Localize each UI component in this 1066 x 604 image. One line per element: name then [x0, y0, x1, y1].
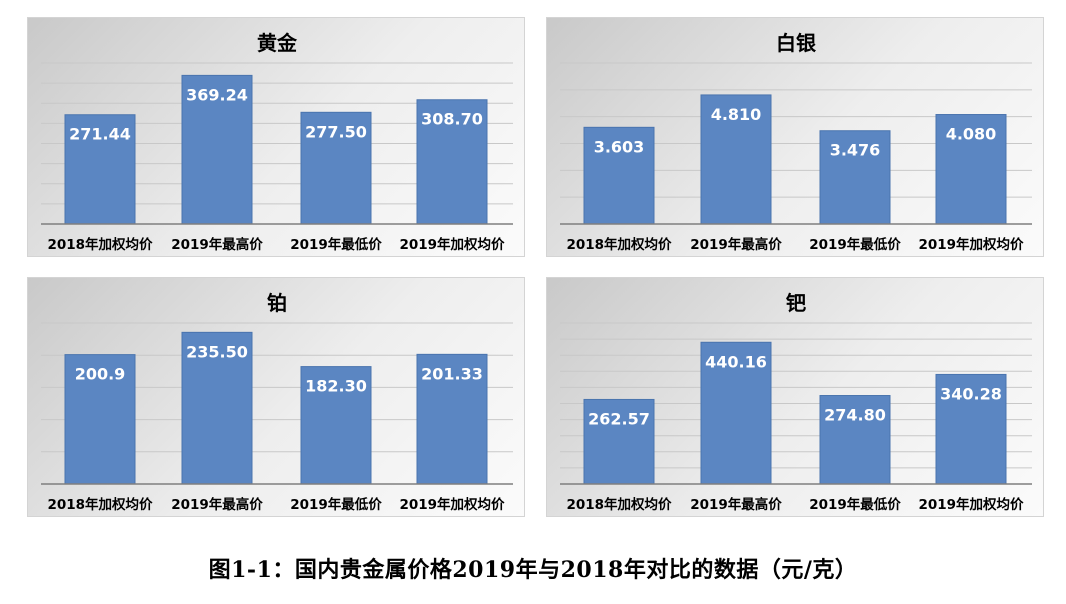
data-label: 200.9: [75, 365, 126, 384]
bar: [181, 74, 253, 225]
data-label: 4.810: [711, 105, 762, 124]
bar: [819, 395, 891, 485]
x-tick-label: 2018年加权均价: [566, 236, 672, 253]
data-label: 3.476: [830, 141, 881, 160]
x-tick-label: 2018年加权均价: [566, 496, 672, 513]
bar: [64, 354, 136, 485]
chart-title: 白银: [776, 31, 817, 55]
chart-panel-silver: 3.603 4.810 3.476 4.080 2018年加权均价 2019年最高价 201…: [546, 17, 1044, 257]
data-label: 201.33: [421, 364, 483, 383]
chart-title: 铂: [267, 291, 287, 315]
data-label: 3.603: [594, 137, 645, 156]
data-label: 271.44: [69, 125, 131, 144]
bar: [300, 111, 372, 225]
x-tick-label: 2019年最低价: [809, 236, 901, 253]
chart-panel-platinum: 200.9 235.50 182.30 201.33 2018年加权均价 2019年最高价…: [27, 277, 525, 517]
bar: [935, 373, 1007, 485]
data-label: 235.50: [186, 342, 248, 361]
chart-svg-platinum: 200.9 235.50 182.30 201.33 2018年加权均价 2019年最高价…: [41, 291, 513, 513]
x-tick-label: 2018年加权均价: [47, 236, 153, 253]
data-label: 369.24: [186, 85, 248, 104]
x-tick-label: 2019年最高价: [171, 236, 263, 253]
data-label: 274.80: [824, 406, 886, 425]
bar: [64, 114, 136, 225]
data-label: 277.50: [305, 122, 367, 141]
data-label: 262.57: [588, 409, 650, 428]
data-label: 4.080: [946, 125, 997, 144]
bar: [700, 94, 772, 225]
bar: [181, 331, 253, 485]
chart-panel-palladium: 262.57 440.16 274.80 340.28 2018年加权均价 2019年最高…: [546, 277, 1044, 517]
bar: [583, 398, 655, 485]
bar: [300, 366, 372, 485]
chart-title: 钯: [786, 291, 806, 315]
chart-svg-gold: 271.44 369.24 277.50 308.70 2018年加权均价 2019年最高…: [41, 31, 513, 253]
bar: [416, 353, 488, 485]
data-label: 308.70: [421, 110, 483, 129]
chart-svg-silver: 3.603 4.810 3.476 4.080 2018年加权均价 2019年最高价 201…: [560, 31, 1032, 253]
bar: [935, 114, 1007, 225]
data-label: 340.28: [940, 384, 1002, 403]
x-tick-label: 2019年加权均价: [399, 496, 505, 513]
chart-svg-palladium: 262.57 440.16 274.80 340.28 2018年加权均价 2019年最高…: [560, 291, 1032, 513]
x-tick-label: 2019年最高价: [690, 496, 782, 513]
bar: [700, 341, 772, 485]
x-tick-label: 2019年最低价: [290, 496, 382, 513]
x-tick-label: 2018年加权均价: [47, 496, 153, 513]
chart-title: 黄金: [257, 31, 298, 55]
x-tick-label: 2019年加权均价: [399, 236, 505, 253]
x-tick-label: 2019年最高价: [171, 496, 263, 513]
chart-panel-gold: 271.44 369.24 277.50 308.70 2018年加权均价 2019年最高…: [27, 17, 525, 257]
bar: [416, 99, 488, 225]
data-label: 440.16: [705, 352, 767, 371]
figure-caption: 图1-1：国内贵金属价格2019年与2018年对比的数据（元/克）: [208, 557, 858, 583]
x-tick-label: 2019年最低价: [290, 236, 382, 253]
x-tick-label: 2019年最低价: [809, 496, 901, 513]
x-tick-label: 2019年最高价: [690, 236, 782, 253]
x-tick-label: 2019年加权均价: [918, 496, 1024, 513]
x-tick-label: 2019年加权均价: [918, 236, 1024, 253]
data-label: 182.30: [305, 377, 367, 396]
bar: [819, 130, 891, 225]
